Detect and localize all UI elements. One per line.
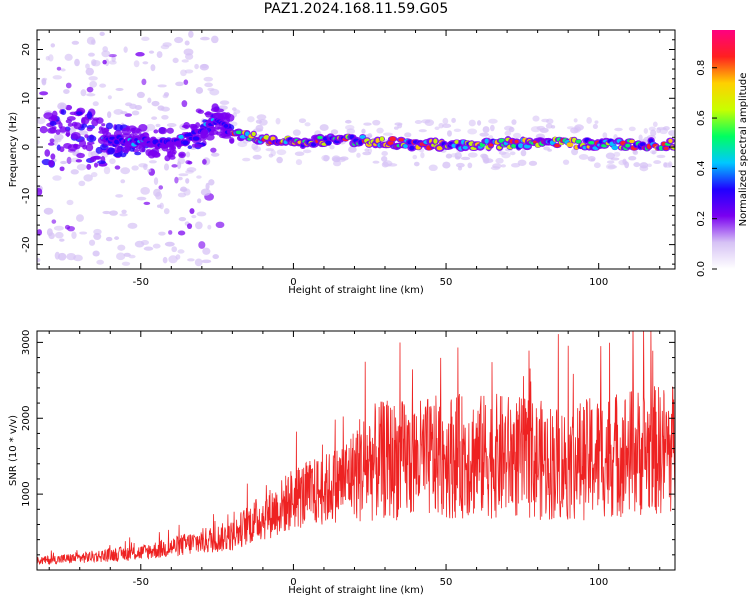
x-tick-label: 50 — [440, 577, 453, 588]
y-tick-label: -20 — [21, 236, 32, 252]
x-tick-label: 50 — [440, 277, 453, 288]
y-tick-label: 20 — [21, 43, 32, 56]
y-axis-label: Frequency (Hz) — [8, 112, 19, 188]
figure-title: PAZ1.2024.168.11.59.G05 — [263, 1, 449, 17]
x-tick-label: 100 — [589, 277, 608, 288]
colorbar-tick-label: 0.0 — [696, 261, 707, 277]
bottom-axes-frame — [36, 330, 676, 571]
y-tick-label: 3000 — [21, 330, 32, 355]
colorbar: 0.0 0.2 0.4 0.6 0.8 Normalized spectral ampli… — [696, 30, 749, 277]
snr-series-line — [37, 331, 675, 565]
y-tick-label: 0 — [21, 144, 32, 150]
colorbar-tick-label: 0.8 — [696, 60, 707, 76]
colorbar-gradient — [712, 30, 735, 269]
spectrogram-panel: -50 0 50 100 -20 -10 0 10 20 Height of straight l… — [8, 29, 676, 296]
x-tick-label: 0 — [290, 277, 296, 288]
y-tick-label: 10 — [21, 92, 32, 105]
snr-panel: -50 0 50 100 1000 2000 3000 Height of straight … — [8, 330, 676, 596]
top-axes-frame — [36, 29, 676, 270]
y-tick-label: 1000 — [21, 481, 32, 506]
x-tick-label: 100 — [589, 577, 608, 588]
y-tick-label: 2000 — [21, 406, 32, 431]
x-axis-label: Height of straight line (km) — [288, 285, 424, 296]
x-tick-label: 0 — [290, 577, 296, 588]
colorbar-label: Normalized spectral amplitude — [738, 73, 749, 227]
x-axis-label: Height of straight line (km) — [288, 585, 424, 596]
spectrogram-image — [37, 30, 675, 267]
y-tick-label: -10 — [21, 188, 32, 204]
y-axis-label: SNR (10 * v/v) — [8, 415, 19, 486]
colorbar-tick-label: 0.2 — [696, 211, 707, 227]
x-tick-label: -50 — [133, 277, 149, 288]
colorbar-tick-label: 0.4 — [696, 160, 707, 176]
x-tick-label: -50 — [133, 577, 149, 588]
colorbar-tick-label: 0.6 — [696, 110, 707, 126]
